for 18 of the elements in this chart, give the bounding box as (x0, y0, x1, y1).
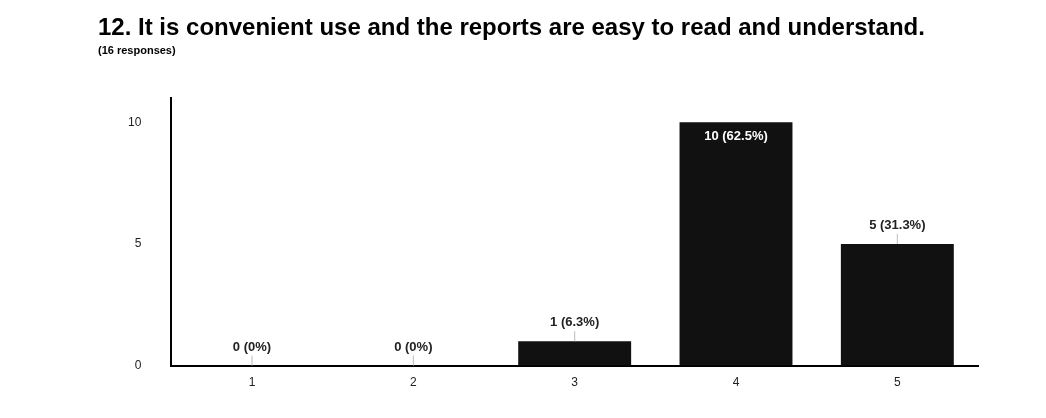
x-tick-label: 5 (893, 375, 901, 390)
data-label: 10 (62.5%) (704, 128, 768, 144)
bar (518, 341, 632, 366)
bar (840, 243, 954, 366)
y-tick-label: 10 (127, 114, 142, 129)
data-label: 1 (6.3%) (550, 314, 600, 330)
x-tick-label: 1 (248, 375, 256, 390)
chart-subtitle: (16 responses) (98, 44, 176, 57)
x-tick-label: 2 (410, 375, 417, 390)
bar (679, 122, 793, 366)
data-label: 0 (0%) (394, 338, 433, 354)
data-label: 0 (0%) (232, 338, 272, 354)
y-tick-label: 0 (134, 357, 142, 372)
y-tick-label: 5 (134, 236, 142, 251)
x-tick-label: 3 (571, 375, 579, 390)
data-label: 5 (31.3%) (869, 217, 926, 233)
x-tick-label: 4 (732, 375, 740, 390)
chart-title: 12. It is convenient use and the reports are easy to read and understand. (98, 13, 925, 41)
